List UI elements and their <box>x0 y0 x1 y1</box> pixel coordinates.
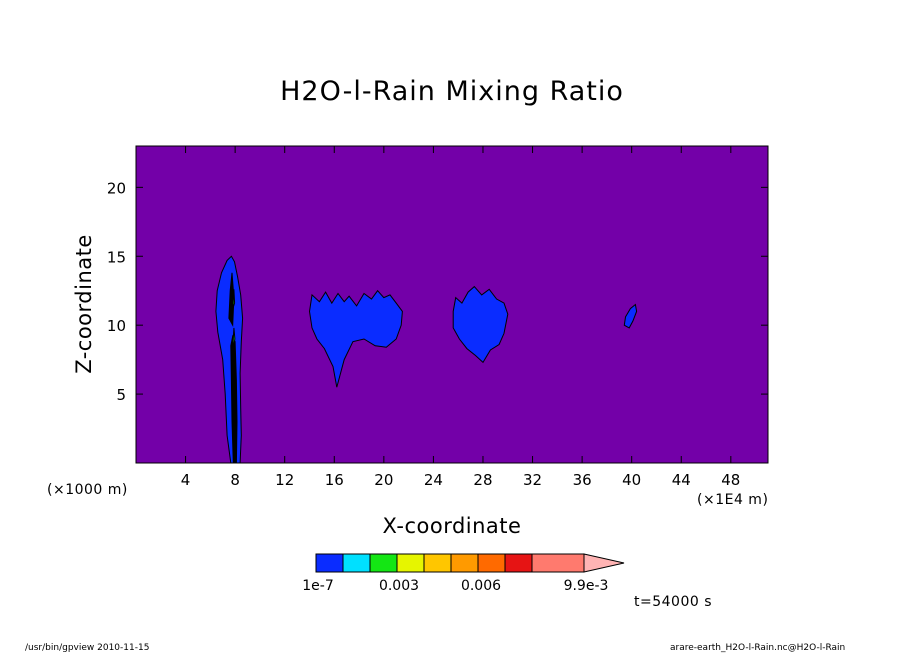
colorbar-swatch-3 <box>396 553 425 573</box>
x-tick-label-7: 32 <box>523 471 542 489</box>
colorbar-label-3: 9.9e-3 <box>564 578 609 594</box>
colorbar-swatch-6 <box>477 553 506 573</box>
footer-left: /usr/bin/gpview 2010-11-15 <box>25 643 150 653</box>
x-tick-label-2: 12 <box>275 471 294 489</box>
x-tick-label-11: 48 <box>721 471 740 489</box>
time-label: t=54000 s <box>634 594 712 610</box>
colorbar-swatch-4 <box>423 553 452 573</box>
y-tick-label-2: 15 <box>107 248 126 266</box>
cloud-1 <box>308 289 403 388</box>
x-unit-left: (×1000 m) <box>47 482 128 498</box>
rain-column-core-upper <box>228 272 235 328</box>
colorbar-swatch-8 <box>531 553 585 573</box>
colorbar-label-2: 0.006 <box>461 578 501 594</box>
chart-title: H2O-l-Rain Mixing Ratio <box>280 76 624 107</box>
cloud-2 <box>452 285 509 364</box>
plot-frame <box>135 145 769 464</box>
colorbar-swatch-0 <box>315 553 344 573</box>
colorbar-swatch-5 <box>450 553 479 573</box>
y-tick-label-0: 5 <box>116 386 126 404</box>
x-tick-label-0: 4 <box>181 471 191 489</box>
x-tick-label-3: 16 <box>325 471 344 489</box>
y-axis-label: Z-coordinate <box>72 234 96 374</box>
rain-column-green-upper <box>232 289 236 309</box>
y-tick-label-1: 10 <box>107 317 126 335</box>
x-unit-right: (×1E4 m) <box>697 492 769 508</box>
y-tick-label-3: 20 <box>107 179 126 197</box>
x-axis-label: X-coordinate <box>382 514 522 538</box>
x-tick-label-10: 44 <box>672 471 691 489</box>
colorbar-arrow <box>583 553 625 573</box>
cloud-3 <box>623 303 638 329</box>
x-tick-label-5: 24 <box>424 471 443 489</box>
x-tick-label-9: 40 <box>622 471 641 489</box>
x-tick-label-8: 36 <box>573 471 592 489</box>
colorbar-swatch-2 <box>369 553 398 573</box>
colorbar-label-0: 1e-7 <box>302 578 333 594</box>
colorbar-label-1: 0.003 <box>379 578 419 594</box>
colorbar-swatch-7 <box>504 553 533 573</box>
x-tick-label-6: 28 <box>473 471 492 489</box>
footer-right: arare-earth_H2O-l-Rain.nc@H2O-l-Rain <box>670 643 846 653</box>
x-tick-label-1: 8 <box>230 471 240 489</box>
rain-column-green <box>232 327 236 351</box>
x-tick-label-4: 20 <box>374 471 393 489</box>
colorbar-swatch-1 <box>342 553 371 573</box>
